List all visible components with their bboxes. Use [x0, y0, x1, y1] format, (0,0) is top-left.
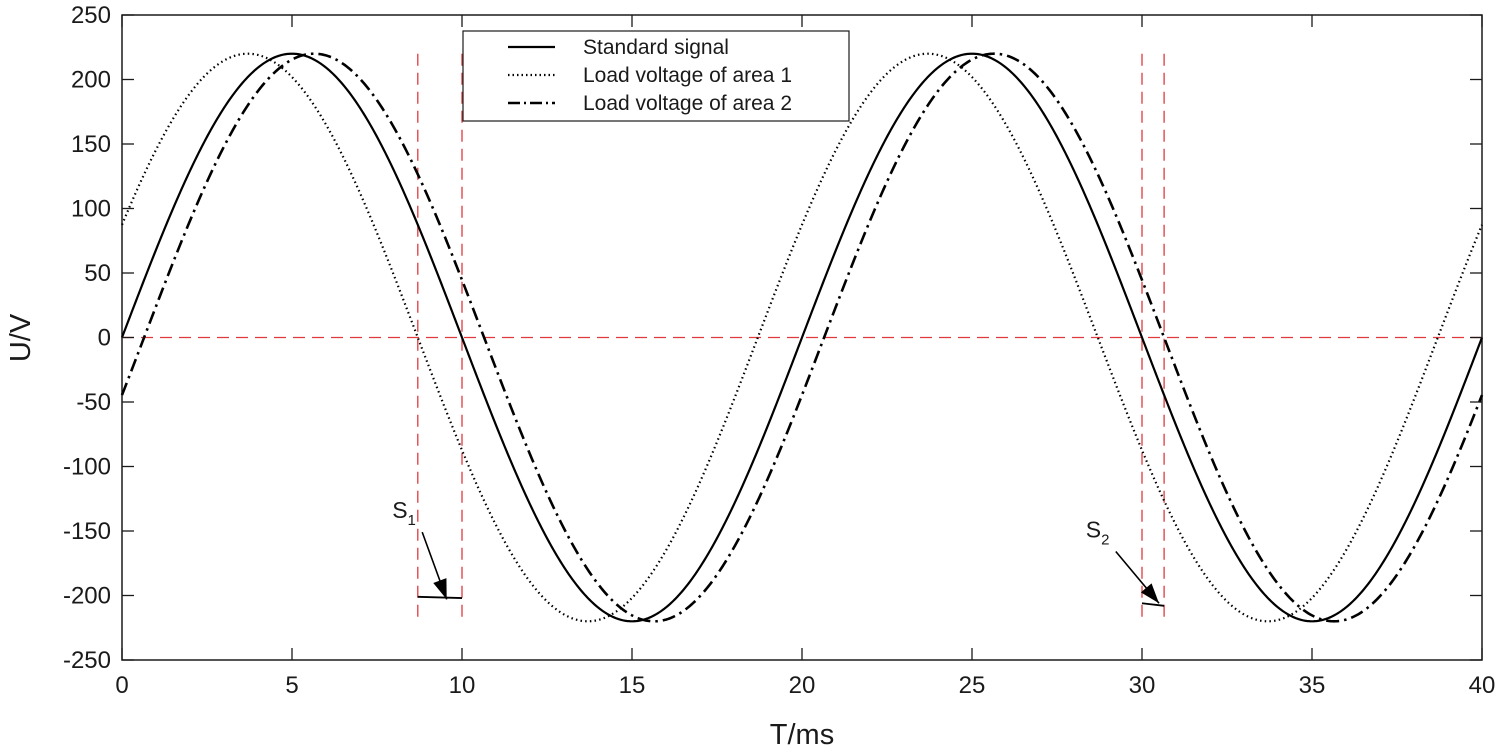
y-tick-label: 50: [84, 260, 111, 287]
series-layer: [120, 52, 1484, 623]
x-axis-title: T/ms: [770, 719, 834, 751]
y-tick-label: -200: [63, 583, 111, 610]
x-tick-label: 10: [449, 672, 476, 699]
annotation-span-2: [1141, 602, 1165, 607]
x-tick-label: 35: [1299, 672, 1326, 699]
y-tick-label: 100: [71, 196, 111, 223]
annotations: S1 S2: [392, 497, 1165, 607]
legend-label-standard: Standard signal: [583, 36, 729, 59]
legend-label-area2: Load voltage of area 2: [583, 92, 792, 115]
x-tick-label: 0: [115, 672, 128, 699]
x-tick-label: 20: [789, 672, 816, 699]
series-line-3: [120, 52, 1484, 623]
x-axis: 0 5 10 15 20 25 30 35 40: [115, 15, 1495, 699]
y-tick-label: -150: [63, 518, 111, 545]
annotation-arrowhead-1: [433, 578, 447, 600]
legend: Standard signal Load voltage of area 1 L…: [462, 30, 850, 122]
annotation-arrowhead-2: [1140, 583, 1159, 604]
x-tick-label: 40: [1469, 672, 1496, 699]
y-tick-label: -100: [63, 454, 111, 481]
series-line-2: [120, 52, 1484, 623]
y-tick-label: -250: [63, 647, 111, 674]
x-tick-label: 5: [285, 672, 298, 699]
y-tick-label: 250: [71, 2, 111, 29]
y-tick-label: 150: [71, 131, 111, 158]
y-tick-label: -50: [76, 389, 111, 416]
legend-label-area1: Load voltage of area 1: [583, 64, 792, 87]
series-line-1: [120, 52, 1484, 623]
annotation-span-1: [417, 595, 463, 599]
y-tick-label: 0: [98, 325, 111, 352]
annotation-label-2: S2: [1086, 516, 1110, 548]
y-axis-title: U/V: [5, 313, 37, 362]
x-tick-label: 15: [619, 672, 646, 699]
x-tick-label: 30: [1129, 672, 1156, 699]
annotation-label-1: S1: [392, 497, 416, 529]
y-tick-label: 200: [71, 67, 111, 94]
x-tick-label: 25: [959, 672, 986, 699]
y-axis: 250 200 150 100 50 0 -50 -100 -150 -200 -250: [63, 2, 1482, 674]
